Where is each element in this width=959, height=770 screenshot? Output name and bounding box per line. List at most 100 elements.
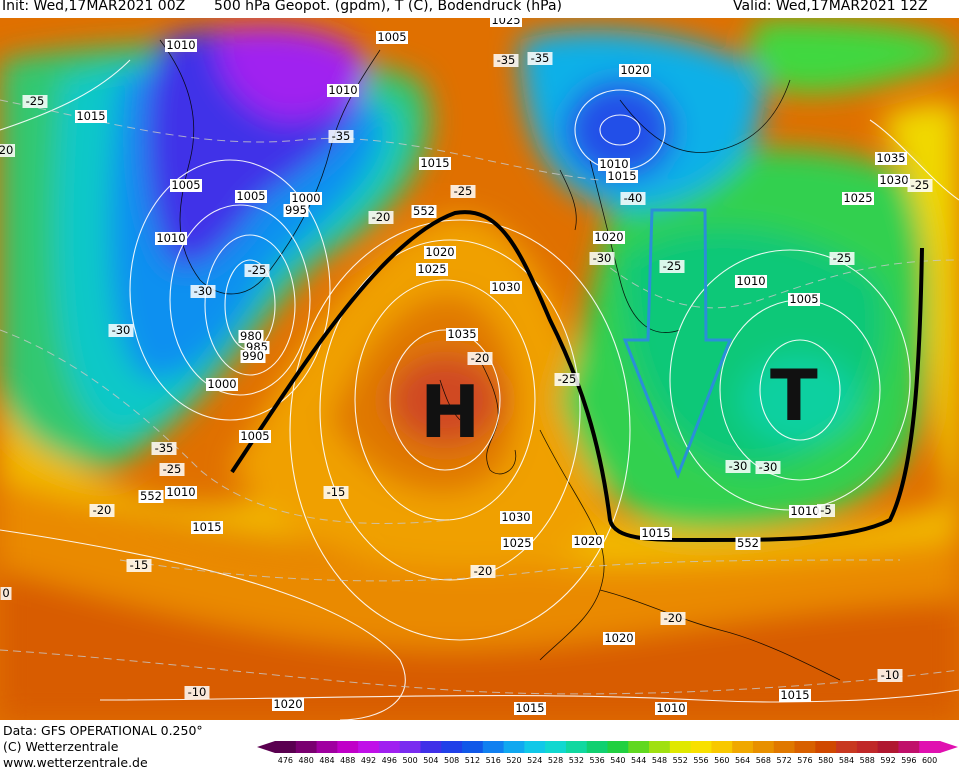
legend-tick-label: 560 (714, 756, 729, 765)
isobar-label-bg (424, 246, 456, 259)
temperature-label-text: -35 (332, 129, 351, 143)
temperature-label-bg (527, 52, 553, 65)
legend-swatch (337, 741, 359, 753)
legend-left-arrow (257, 741, 275, 753)
isobar-label: 1010 (655, 701, 687, 715)
isobar-label-text: 1035 (447, 327, 476, 341)
temperature-label: -10 (877, 668, 903, 682)
legend-swatch (607, 741, 629, 753)
legend-tick-label: 492 (361, 756, 376, 765)
isobar-label-bg (788, 293, 820, 306)
temperature-label-text: -20 (471, 351, 490, 365)
legend-tick-label: 572 (777, 756, 792, 765)
isobar-label-bg (376, 31, 408, 44)
temperature-label-bg (328, 130, 354, 143)
isobar-label-text: 1020 (425, 245, 454, 259)
isobar-label-bg (572, 535, 604, 548)
legend-swatch (358, 741, 380, 753)
isobar-label-text: 1035 (876, 151, 905, 165)
geopotential-552-label-text: 552 (140, 489, 162, 503)
temperature-label: 20 (0, 143, 15, 157)
isobar-label-text: 1005 (377, 30, 406, 44)
temperature-label-text: -25 (163, 462, 182, 476)
temperature-label-bg (877, 669, 903, 682)
isobar-label-text: 1010 (166, 485, 195, 499)
legend-swatch (378, 741, 401, 753)
isobar-label: 1015 (75, 109, 107, 123)
legend-swatch (773, 741, 796, 753)
isobar-label: 995 (283, 203, 309, 217)
temperature-label-bg (725, 460, 751, 473)
isobar-label-bg (501, 537, 533, 550)
isobar-label-bg (272, 698, 304, 711)
legend-tick-label: 580 (818, 756, 833, 765)
isobar-label-bg (419, 157, 451, 170)
isobar-label-text: 1020 (604, 631, 633, 645)
legend-tick-label: 516 (486, 756, 501, 765)
isobar-label-bg (206, 378, 238, 391)
isobar-label-text: 995 (285, 203, 307, 217)
isobar-label: 1000 (206, 377, 238, 391)
legend-tick-label: 576 (797, 756, 812, 765)
temperature-label: -20 (89, 503, 115, 517)
isobar-label-text: 1010 (656, 701, 685, 715)
temperature-label-bg (151, 442, 177, 455)
temperature-label-text: -30 (112, 323, 131, 337)
isobar-label: 1010 (598, 157, 630, 171)
temperature-label: -20 (470, 564, 496, 578)
isobar-label-text: 1025 (843, 191, 872, 205)
legend-tick-label: 564 (735, 756, 750, 765)
legend-swatch (628, 741, 650, 753)
legend-swatch (732, 741, 754, 753)
temperature-label: -30 (108, 323, 134, 337)
temperature-label-bg (159, 463, 185, 476)
isobar-label-bg (327, 84, 359, 97)
temperature-label-bg (244, 264, 270, 277)
isobar-label-text: 1030 (879, 173, 908, 187)
isobar-label-text: 1020 (273, 697, 302, 711)
isobar-label-bg (875, 152, 907, 165)
temperature-label: -20 (368, 210, 394, 224)
legend-tick-label: 584 (839, 756, 854, 765)
isobar-label-bg (735, 275, 767, 288)
temperature-label-bg (907, 179, 933, 192)
temperature-label-text: -15 (327, 485, 346, 499)
temperature-label-text: -25 (558, 372, 577, 386)
legend-tick-label: 532 (569, 756, 584, 765)
isobar-label-text: 1000 (207, 377, 236, 391)
legend-tick-label: 508 (444, 756, 459, 765)
isobar-label: 1035 (875, 151, 907, 165)
temperature-label: -40 (620, 191, 646, 205)
legend-tick-label: 480 (299, 756, 314, 765)
legend-swatch (441, 741, 463, 753)
temperature-label-bg (450, 185, 476, 198)
temperature-label-bg (323, 486, 349, 499)
legend-swatch (752, 741, 775, 753)
geopotential-552-label-bg (411, 205, 437, 218)
temperature-label-bg (470, 565, 496, 578)
cold-air-arrow (622, 208, 733, 480)
isobar-label: 990 (240, 349, 266, 363)
temperature-label: -5 (817, 503, 835, 517)
isobar-label-text: 1010 (599, 157, 628, 171)
isobar-label-bg (878, 174, 910, 187)
isobar-label: 1020 (572, 534, 604, 548)
isobar-label-text: 1015 (641, 526, 670, 540)
legend-tick-label: 536 (589, 756, 604, 765)
geopotential-552-label-text: 552 (413, 204, 435, 218)
legend-swatch (898, 741, 920, 753)
isobar-label-bg (842, 192, 874, 205)
temperature-label-bg (493, 54, 519, 67)
isobar-label: 1020 (593, 230, 625, 244)
isobar-label-bg (235, 190, 267, 203)
temperature-label-bg (467, 352, 493, 365)
temperature-label-bg (755, 461, 781, 474)
temperature-label-bg (817, 504, 835, 517)
legend-tick-label: 556 (693, 756, 708, 765)
temperature-label-text: -40 (624, 191, 643, 205)
legend-swatch (690, 741, 712, 753)
isobar-label: 1010 (789, 504, 821, 518)
temperature-label: -20 (467, 351, 493, 365)
temperature-label: -35 (328, 129, 354, 143)
temperature-label: -35 (151, 441, 177, 455)
